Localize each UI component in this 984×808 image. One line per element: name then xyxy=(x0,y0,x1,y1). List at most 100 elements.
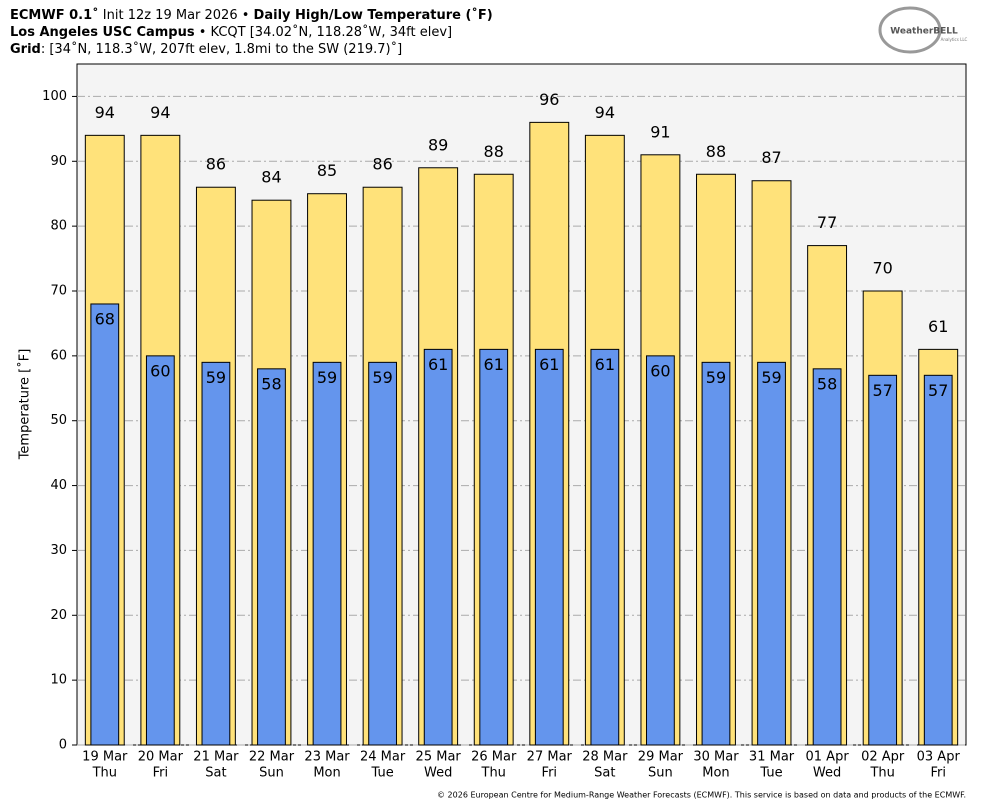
low-label: 61 xyxy=(484,355,504,374)
low-bar xyxy=(257,368,286,746)
x-tick-label: 23 Mar xyxy=(304,750,350,765)
high-label: 86 xyxy=(206,155,226,174)
low-label: 57 xyxy=(928,381,948,400)
x-tick-weekday: Sat xyxy=(205,766,226,781)
logo-text: WeatherBELL xyxy=(890,27,958,37)
x-tick-label: 19 Mar xyxy=(82,750,128,765)
x-tick-weekday: Sat xyxy=(594,766,615,781)
low-label: 61 xyxy=(595,355,615,374)
low-bar xyxy=(90,303,120,746)
x-tick-label: 20 Mar xyxy=(138,750,184,765)
low-bar xyxy=(534,348,564,746)
low-label: 60 xyxy=(650,361,670,380)
x-tick-weekday: Fri xyxy=(930,766,946,781)
x-tick-label: 30 Mar xyxy=(693,750,739,765)
high-label: 94 xyxy=(150,103,170,122)
y-tick-label: 90 xyxy=(50,154,67,169)
x-tick-weekday: Mon xyxy=(313,766,340,781)
low-bar xyxy=(868,374,898,746)
x-tick-label: 25 Mar xyxy=(416,750,462,765)
x-tick-label: 29 Mar xyxy=(638,750,684,765)
low-bar xyxy=(590,348,620,746)
low-bar xyxy=(368,361,397,746)
x-tick-weekday: Wed xyxy=(424,766,452,781)
x-tick-weekday: Mon xyxy=(702,766,729,781)
low-bar xyxy=(701,361,731,746)
low-bar xyxy=(201,361,231,746)
high-label: 91 xyxy=(650,122,670,141)
x-tick-label: 27 Mar xyxy=(527,750,573,765)
x-tick-weekday: Thu xyxy=(92,766,117,781)
x-tick-weekday: Wed xyxy=(813,766,841,781)
y-tick-label: 30 xyxy=(50,543,67,558)
low-bar xyxy=(923,374,953,746)
header-line-1: ECMWF 0.1˚ Init 12z 19 Mar 2026 • Daily … xyxy=(10,7,493,23)
grid-info: : [34˚N, 118.3˚W, 207ft elev, 1.8mi to t… xyxy=(41,41,402,57)
y-tick-label: 20 xyxy=(50,608,67,623)
y-tick-label: 60 xyxy=(50,348,67,363)
x-tick-label: 02 Apr xyxy=(861,750,905,765)
y-tick-label: 80 xyxy=(50,219,67,234)
high-label: 87 xyxy=(761,148,781,167)
y-tick-label: 70 xyxy=(50,284,67,299)
high-label: 85 xyxy=(317,161,337,180)
x-tick-label: 03 Apr xyxy=(917,750,961,765)
low-bar xyxy=(312,361,342,746)
x-tick-weekday: Thu xyxy=(869,766,894,781)
x-tick-weekday: Fri xyxy=(542,766,558,781)
x-tick-weekday: Thu xyxy=(481,766,506,781)
init: Init 12z 19 Mar 2026 • xyxy=(99,8,254,23)
low-bar xyxy=(423,348,453,746)
x-tick-weekday: Tue xyxy=(370,766,393,781)
high-label: 94 xyxy=(95,103,115,122)
low-label: 59 xyxy=(206,368,226,387)
low-bar xyxy=(757,361,786,746)
x-tick-label: 24 Mar xyxy=(360,750,406,765)
low-bar xyxy=(646,355,675,746)
logo-sub: Analytics LLC xyxy=(941,37,968,42)
low-label: 59 xyxy=(761,368,781,387)
y-tick-label: 40 xyxy=(50,478,67,493)
x-tick-label: 22 Mar xyxy=(249,750,295,765)
low-label: 60 xyxy=(150,361,170,380)
chart-title: Daily High/Low Temperature (˚F) xyxy=(254,7,493,23)
high-label: 89 xyxy=(428,135,448,154)
x-tick-label: 01 Apr xyxy=(806,750,850,765)
low-label: 59 xyxy=(706,368,726,387)
high-label: 86 xyxy=(372,155,392,174)
low-bar xyxy=(479,348,509,746)
x-tick-weekday: Tue xyxy=(759,766,782,781)
x-tick-label: 28 Mar xyxy=(582,750,628,765)
high-label: 70 xyxy=(872,259,892,278)
high-label: 84 xyxy=(261,168,281,187)
y-tick-label: 50 xyxy=(50,413,67,428)
x-tick-label: 26 Mar xyxy=(471,750,517,765)
low-bar xyxy=(812,368,842,746)
model: ECMWF 0.1˚ xyxy=(10,7,99,23)
header-line-2: Los Angeles USC Campus • KCQT [34.02˚N, … xyxy=(10,24,452,40)
x-tick-weekday: Sun xyxy=(648,766,673,781)
x-tick-label: 21 Mar xyxy=(193,750,239,765)
x-tick-weekday: Sun xyxy=(259,766,284,781)
high-label: 77 xyxy=(817,213,837,232)
low-label: 58 xyxy=(817,374,837,393)
high-label: 88 xyxy=(484,142,504,161)
logo: WeatherBELL Analytics LLC xyxy=(878,6,968,54)
high-label: 61 xyxy=(928,317,948,336)
header-line-3: Grid: [34˚N, 118.3˚W, 207ft elev, 1.8mi … xyxy=(10,41,402,57)
high-label: 88 xyxy=(706,142,726,161)
y-tick-label: 10 xyxy=(50,673,67,688)
low-label: 59 xyxy=(317,368,337,387)
high-label: 96 xyxy=(539,90,559,109)
high-label: 94 xyxy=(595,103,615,122)
grid-label: Grid xyxy=(10,42,41,57)
low-label: 68 xyxy=(95,309,115,328)
footer: © 2026 European Centre for Medium-Range … xyxy=(437,791,966,800)
low-bar xyxy=(145,355,175,746)
x-tick-label: 31 Mar xyxy=(749,750,795,765)
low-label: 58 xyxy=(261,374,281,393)
y-tick-label: 0 xyxy=(59,738,67,753)
x-tick-weekday: Fri xyxy=(153,766,169,781)
low-label: 61 xyxy=(428,355,448,374)
